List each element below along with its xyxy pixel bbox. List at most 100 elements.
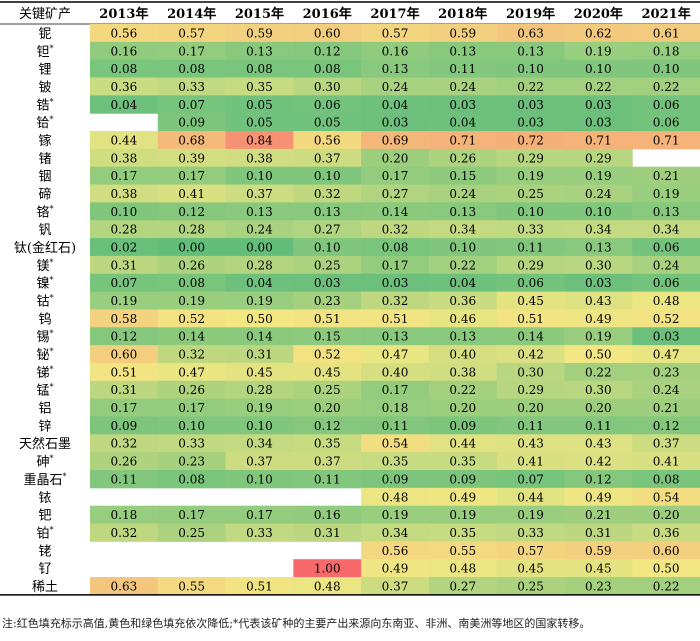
- heat-cell: [632, 327, 700, 346]
- heat-cell: [157, 309, 227, 328]
- heat-cell: [632, 41, 700, 61]
- heat-cell: [428, 505, 498, 525]
- cell-value: 0.42: [585, 455, 612, 469]
- heat-cell: [496, 452, 565, 471]
- row-label-star: *: [63, 472, 67, 481]
- heat-cell: [564, 220, 633, 239]
- heat-cell: [293, 59, 362, 79]
- heat-cell: [225, 523, 294, 542]
- heat-cell: [428, 148, 498, 168]
- heat-cell: [428, 434, 498, 453]
- row-label-3: 铍: [38, 80, 51, 95]
- heat-cell: [632, 131, 700, 150]
- row-label-16: 钨: [38, 311, 51, 327]
- cell-value: 0.10: [246, 472, 273, 486]
- cell-value: 0.57: [178, 26, 205, 40]
- heat-cell: [428, 523, 498, 542]
- heat-cell: [361, 523, 430, 542]
- heat-cell: [225, 202, 294, 221]
- cell-value: 0.22: [517, 80, 544, 94]
- heat-cell: [428, 327, 498, 346]
- heat-cell: [428, 559, 498, 578]
- cell-value: 0.10: [585, 205, 612, 219]
- heat-cell: [361, 434, 430, 453]
- heat-cell: [361, 327, 430, 346]
- cell-value: 0.54: [653, 490, 680, 504]
- cell-value: 0.35: [246, 80, 273, 94]
- heat-cell: [157, 184, 227, 203]
- cell-value: 0.29: [517, 383, 544, 397]
- cell-value: 0.34: [585, 223, 612, 237]
- column-header-7: 2020年: [574, 6, 623, 22]
- heat-cell: [428, 291, 498, 310]
- heat-cell: [428, 77, 498, 96]
- cell-value: 0.18: [653, 44, 680, 58]
- cell-value: 0.72: [517, 133, 544, 147]
- cell-value: 0.10: [314, 241, 341, 255]
- cell-value: 0.11: [111, 472, 138, 486]
- cell-value: 0.19: [585, 44, 612, 58]
- row-label-star: *: [50, 204, 54, 213]
- heat-cell: [496, 541, 565, 560]
- cell-value: 0.22: [585, 80, 612, 94]
- cell-value: 0.20: [314, 401, 341, 415]
- heat-cell: [293, 327, 362, 346]
- cell-value: 0.84: [246, 133, 273, 147]
- heat-cell: [632, 559, 700, 578]
- cell-value: 0.51: [382, 312, 409, 326]
- heat-cell: [428, 398, 498, 417]
- cell-value: 0.16: [314, 508, 341, 522]
- heat-cell: [632, 577, 700, 596]
- corner-label: 关键矿产: [19, 7, 71, 22]
- cell-value: 0.57: [382, 26, 409, 40]
- heat-cell: [225, 416, 294, 435]
- heat-cell: [225, 273, 294, 293]
- heat-cell: [361, 398, 430, 417]
- cell-value: 0.10: [517, 62, 544, 76]
- row-label-13: 镁*: [36, 258, 53, 274]
- cell-value: 0.19: [517, 169, 544, 183]
- heat-cell: [361, 220, 430, 239]
- cell-value: 0.17: [178, 401, 205, 415]
- heat-cell: [361, 238, 430, 257]
- heat-cell: [564, 238, 633, 257]
- heat-cell: [496, 470, 565, 489]
- heat-cell: [564, 273, 633, 293]
- heat-cell: [428, 380, 498, 400]
- heat-cell: [428, 470, 498, 489]
- cell-value: 0.17: [382, 258, 409, 272]
- row-label-7: 锗: [38, 152, 51, 167]
- heat-cell: [157, 95, 227, 114]
- heat-cell: [90, 416, 159, 435]
- cell-value: 0.03: [585, 116, 612, 130]
- cell-value: 0.32: [111, 437, 138, 451]
- heat-cell: [90, 184, 159, 203]
- heat-cell: [225, 77, 294, 96]
- cell-value: 0.14: [178, 330, 205, 344]
- heat-cell: [564, 77, 633, 96]
- cell-value: 0.47: [382, 348, 409, 362]
- row-label-14: 镍*: [36, 276, 53, 292]
- heat-cell: [90, 95, 159, 114]
- heat-cell: [361, 131, 430, 150]
- row-label-24: 砷*: [36, 454, 53, 470]
- heat-cell: [361, 345, 430, 364]
- cell-value: 0.49: [585, 312, 612, 326]
- row-label-19: 锑*: [36, 365, 53, 381]
- cell-value: 0.31: [246, 348, 273, 362]
- heat-cell: [225, 434, 294, 453]
- cell-value: 0.44: [449, 437, 476, 451]
- heat-cell: [361, 505, 430, 525]
- cell-value: 0.06: [653, 276, 680, 290]
- heat-cell: [157, 202, 227, 221]
- heat-cell: [293, 523, 362, 542]
- heat-cell: [361, 95, 430, 114]
- heat-cell: [632, 77, 700, 96]
- heat-cell: [225, 24, 294, 43]
- heat-cell: [157, 220, 227, 239]
- heat-cell: [90, 434, 159, 453]
- cell-value: 0.45: [246, 365, 273, 379]
- cell-value: 0.19: [246, 401, 273, 415]
- heat-cell: [632, 541, 700, 560]
- cell-value: 0.55: [449, 544, 476, 558]
